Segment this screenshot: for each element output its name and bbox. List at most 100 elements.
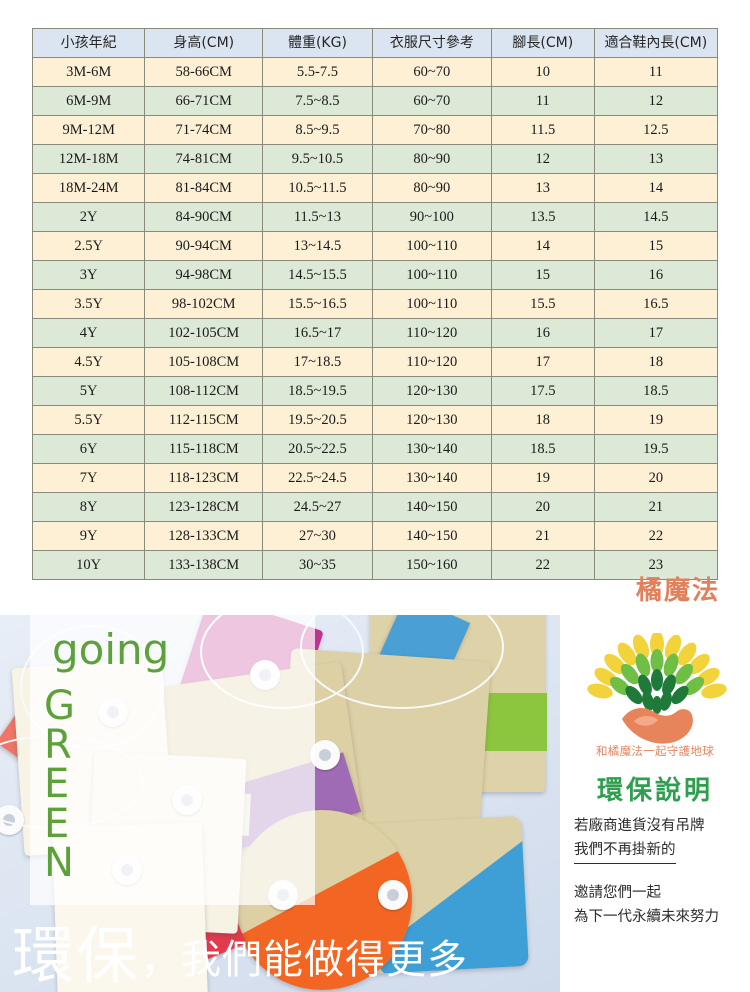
eco-body-line-3: 邀請您們一起 — [574, 884, 661, 901]
table-row: 10Y 133-138CM 30~35 150~160 22 23 — [31, 550, 719, 580]
eco-panel-body: 若廠商進貨沒有吊牌 我們不再掛新的 邀請您們一起 為下一代永續未來努力 — [574, 815, 750, 930]
table-cell: 58-66CM — [144, 57, 264, 87]
eco-body-line-2: 我們不再掛新的 — [574, 839, 676, 864]
table-cell: 12.5 — [593, 115, 719, 145]
table-cell: 12M-18M — [31, 144, 146, 174]
table-cell: 130~140 — [371, 463, 492, 493]
green-letter: G — [44, 683, 76, 729]
table-cell: 80~90 — [371, 173, 492, 203]
column-header-weight: 體重(KG) — [262, 28, 373, 58]
green-letter: E — [44, 761, 71, 808]
table-cell: 27~30 — [262, 521, 373, 551]
table-cell: 23 — [593, 550, 719, 580]
size-chart-table: 小孩年紀 身高(CM) 體重(KG) 衣服尺寸參考 腳長(CM) 適合鞋內長(C… — [31, 28, 719, 580]
going-text: going — [52, 625, 170, 674]
brand-logo-text: 橘魔法 — [635, 576, 720, 606]
green-text-vertical: G R E E N — [44, 683, 76, 886]
table-row: 3.5Y 98-102CM 15.5~16.5 100~110 15.5 16.5 — [31, 289, 719, 319]
table-cell: 14.5~15.5 — [262, 260, 373, 290]
table-cell: 22 — [593, 521, 719, 551]
size-chart-container: 小孩年紀 身高(CM) 體重(KG) 衣服尺寸參考 腳長(CM) 適合鞋內長(C… — [31, 28, 719, 580]
table-cell: 6Y — [31, 434, 146, 464]
table-cell: 6M-9M — [31, 86, 146, 116]
table-cell: 2Y — [31, 202, 146, 232]
eco-body-line-4: 為下一代永續未來努力 — [574, 908, 719, 925]
table-cell: 108-112CM — [144, 376, 264, 406]
table-cell: 90~100 — [371, 202, 492, 232]
table-cell: 150~160 — [371, 550, 492, 580]
table-cell: 18.5 — [490, 434, 595, 464]
table-cell: 110~120 — [371, 318, 492, 348]
table-cell: 3.5Y — [31, 289, 146, 319]
table-cell: 17.5 — [490, 376, 595, 406]
column-header-shoe-inner: 適合鞋內長(CM) — [593, 28, 719, 58]
table-row: 18M-24M 81-84CM 10.5~11.5 80~90 13 14 — [31, 173, 719, 203]
table-row: 5.5Y 112-115CM 19.5~20.5 120~130 18 19 — [31, 405, 719, 435]
table-cell: 13.5 — [490, 202, 595, 232]
table-cell: 70~80 — [371, 115, 492, 145]
table-cell: 8.5~9.5 — [262, 115, 373, 145]
photo-white-overlay — [30, 615, 315, 905]
table-cell: 16 — [593, 260, 719, 290]
table-cell: 22.5~24.5 — [262, 463, 373, 493]
table-cell: 120~130 — [371, 405, 492, 435]
eco-info-panel: 和橘魔法一起守護地球 環保說明 若廠商進貨沒有吊牌 我們不再掛新的 邀請您們一起… — [560, 615, 750, 992]
table-cell: 120~130 — [371, 376, 492, 406]
table-cell: 128-133CM — [144, 521, 264, 551]
table-cell: 15 — [490, 260, 595, 290]
table-cell: 100~110 — [371, 260, 492, 290]
table-cell: 14 — [490, 231, 595, 261]
table-cell: 21 — [490, 521, 595, 551]
table-cell: 22 — [490, 550, 595, 580]
green-letter: E — [44, 800, 71, 847]
table-cell: 98-102CM — [144, 289, 264, 319]
table-cell: 15.5 — [490, 289, 595, 319]
table-cell: 11.5 — [490, 115, 595, 145]
table-cell: 18.5 — [593, 376, 719, 406]
eco-headline-primary: 環保 — [12, 919, 141, 992]
table-cell: 15.5~16.5 — [262, 289, 373, 319]
table-cell: 115-118CM — [144, 434, 264, 464]
table-cell: 60~70 — [371, 86, 492, 116]
table-cell: 100~110 — [371, 231, 492, 261]
table-cell: 12 — [593, 86, 719, 116]
table-cell: 21 — [593, 492, 719, 522]
table-header-row: 小孩年紀 身高(CM) 體重(KG) 衣服尺寸參考 腳長(CM) 適合鞋內長(C… — [31, 28, 719, 58]
table-cell: 20 — [593, 463, 719, 493]
table-cell: 90-94CM — [144, 231, 264, 261]
column-header-clothing: 衣服尺寸參考 — [371, 28, 492, 58]
size-chart-body: 3M-6M 58-66CM 5.5-7.5 60~70 10 11 6M-9M 66-71CM… — [31, 57, 719, 580]
table-cell: 5Y — [31, 376, 146, 406]
table-cell: 9Y — [31, 521, 146, 551]
table-cell: 9M-12M — [31, 115, 146, 145]
table-row: 2Y 84-90CM 11.5~13 90~100 13.5 14.5 — [31, 202, 719, 232]
table-cell: 16.5~17 — [262, 318, 373, 348]
table-cell: 5.5Y — [31, 405, 146, 435]
green-letter: N — [44, 839, 75, 886]
table-cell: 19 — [593, 405, 719, 435]
table-cell: 16.5 — [593, 289, 719, 319]
tree-hand-logo-icon — [587, 633, 727, 744]
green-letter: R — [44, 722, 73, 769]
eco-body-spacer — [574, 864, 750, 882]
table-cell: 7Y — [31, 463, 146, 493]
table-cell: 9.5~10.5 — [262, 144, 373, 174]
eco-headline: 環保，我們能做得更多 — [12, 905, 560, 992]
table-cell: 18 — [593, 347, 719, 377]
table-cell: 13 — [593, 144, 719, 174]
table-row: 2.5Y 90-94CM 13~14.5 100~110 14 15 — [31, 231, 719, 261]
table-cell: 18 — [490, 405, 595, 435]
table-cell: 84-90CM — [144, 202, 264, 232]
eco-body-line-1: 若廠商進貨沒有吊牌 — [574, 818, 705, 834]
table-cell: 30~35 — [262, 550, 373, 580]
table-cell: 94-98CM — [144, 260, 264, 290]
table-cell: 123-128CM — [144, 492, 264, 522]
table-cell: 17 — [490, 347, 595, 377]
eco-panel-title: 環保說明 — [596, 776, 713, 806]
table-cell: 10.5~11.5 — [262, 173, 373, 203]
tag-eyelet — [310, 740, 340, 770]
eco-banner: going G R E E N 環保，我們能做得更多 — [0, 615, 750, 992]
table-cell: 102-105CM — [144, 318, 264, 348]
table-cell: 11 — [490, 86, 595, 116]
table-cell: 140~150 — [371, 521, 492, 551]
